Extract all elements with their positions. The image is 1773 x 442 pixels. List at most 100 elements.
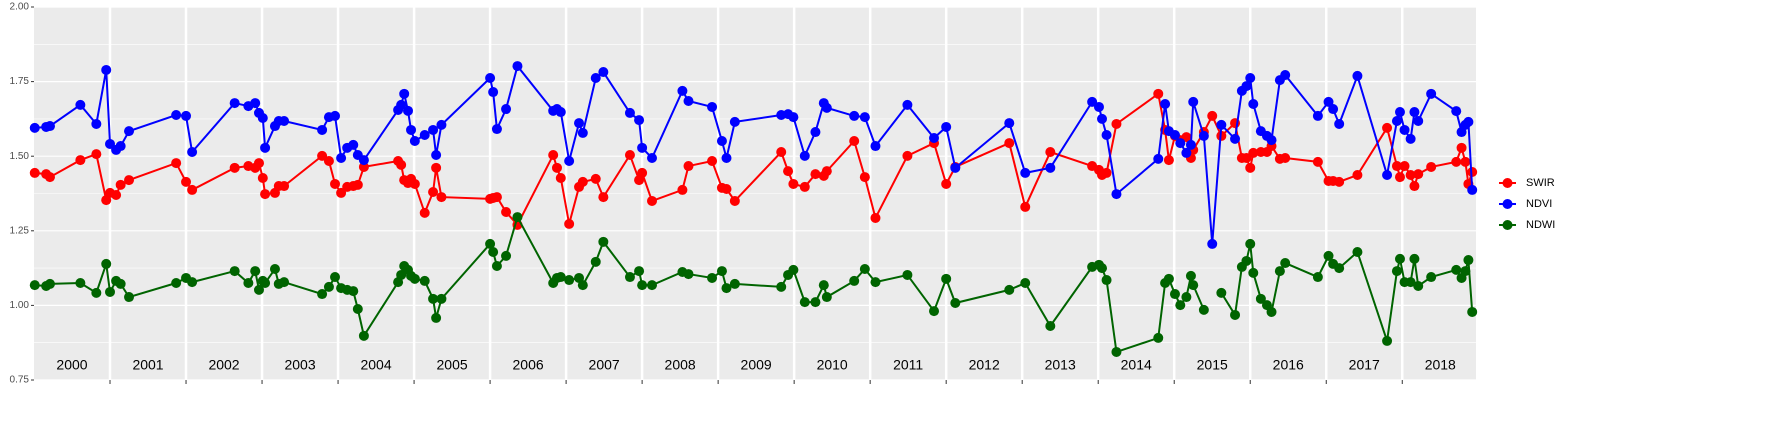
year-label: 2003 bbox=[284, 357, 315, 373]
data-point bbox=[1409, 107, 1420, 118]
data-point bbox=[821, 292, 832, 303]
data-point bbox=[352, 303, 363, 314]
data-point bbox=[729, 278, 740, 289]
data-point bbox=[577, 176, 588, 187]
data-point bbox=[1020, 278, 1031, 289]
year-label: 2013 bbox=[1045, 357, 1076, 373]
data-point bbox=[637, 167, 648, 178]
data-point bbox=[181, 176, 192, 187]
data-point bbox=[115, 278, 126, 289]
data-point bbox=[564, 155, 575, 166]
data-point bbox=[683, 95, 694, 106]
data-point bbox=[1216, 287, 1227, 298]
data-point bbox=[799, 297, 810, 308]
data-point bbox=[1181, 147, 1192, 158]
y-tick-label: 1.25 bbox=[10, 225, 30, 236]
data-point bbox=[1188, 280, 1199, 291]
y-tick-label: 1.00 bbox=[10, 300, 30, 311]
data-point bbox=[677, 184, 688, 195]
data-point bbox=[721, 184, 732, 195]
data-point bbox=[1451, 106, 1462, 117]
legend-key-point bbox=[1502, 220, 1513, 230]
data-point bbox=[254, 158, 265, 169]
data-point bbox=[548, 150, 559, 161]
data-point bbox=[624, 272, 635, 283]
legend-key-point bbox=[1502, 178, 1513, 188]
data-point bbox=[1207, 238, 1218, 249]
data-point bbox=[818, 280, 829, 291]
data-point bbox=[44, 278, 55, 289]
data-point bbox=[1169, 130, 1180, 141]
data-point bbox=[1241, 152, 1252, 163]
legend-key-point bbox=[1502, 199, 1513, 209]
data-point bbox=[171, 110, 182, 121]
data-point bbox=[485, 73, 496, 84]
data-point bbox=[1323, 96, 1334, 107]
data-point bbox=[1153, 153, 1164, 164]
data-point bbox=[1216, 119, 1227, 130]
data-point bbox=[788, 178, 799, 189]
data-point bbox=[1101, 167, 1112, 178]
data-point bbox=[1020, 201, 1031, 212]
data-point bbox=[1198, 304, 1209, 315]
data-point bbox=[683, 269, 694, 280]
data-point bbox=[1160, 98, 1171, 109]
data-point bbox=[402, 105, 413, 116]
data-point bbox=[647, 195, 657, 206]
data-point bbox=[1248, 98, 1259, 109]
data-point bbox=[428, 293, 439, 304]
data-point bbox=[229, 162, 240, 173]
data-point bbox=[317, 124, 328, 135]
data-point bbox=[330, 178, 341, 189]
data-point bbox=[1463, 255, 1474, 266]
data-point bbox=[849, 110, 860, 121]
data-point bbox=[1280, 258, 1291, 269]
data-point bbox=[1394, 107, 1405, 118]
data-point bbox=[1426, 88, 1437, 99]
data-point bbox=[1352, 169, 1363, 180]
data-point bbox=[647, 280, 657, 291]
data-point bbox=[564, 218, 575, 229]
data-point bbox=[1241, 81, 1252, 92]
data-point bbox=[1241, 255, 1252, 266]
data-point bbox=[428, 124, 439, 135]
data-point bbox=[716, 135, 727, 146]
data-point bbox=[1188, 96, 1199, 107]
data-point bbox=[101, 64, 112, 75]
data-point bbox=[1101, 130, 1112, 141]
data-point bbox=[124, 126, 135, 137]
data-point bbox=[721, 152, 732, 163]
data-point bbox=[1382, 169, 1393, 180]
data-point bbox=[810, 297, 821, 308]
data-point bbox=[75, 278, 86, 289]
data-point bbox=[91, 149, 102, 160]
data-point bbox=[1394, 172, 1405, 183]
data-point bbox=[1230, 133, 1241, 144]
data-point bbox=[1004, 284, 1015, 295]
data-point bbox=[348, 286, 359, 297]
data-point bbox=[590, 73, 601, 84]
data-point bbox=[647, 152, 657, 163]
data-point bbox=[941, 121, 952, 132]
data-point bbox=[1399, 161, 1410, 172]
data-point bbox=[111, 189, 122, 200]
data-point bbox=[637, 280, 648, 291]
data-point bbox=[707, 155, 718, 166]
data-point bbox=[269, 263, 280, 274]
data-point bbox=[428, 187, 439, 198]
data-point bbox=[512, 61, 523, 72]
data-point bbox=[1334, 263, 1345, 274]
data-point bbox=[637, 142, 648, 153]
data-point bbox=[431, 162, 442, 173]
data-point bbox=[598, 236, 609, 247]
data-point bbox=[399, 88, 410, 99]
data-point bbox=[91, 287, 102, 298]
y-tick-label: 2.00 bbox=[10, 2, 30, 13]
year-label: 2015 bbox=[1197, 357, 1228, 373]
data-point bbox=[254, 284, 265, 295]
data-point bbox=[1248, 267, 1259, 278]
data-point bbox=[250, 266, 261, 277]
data-point bbox=[1175, 138, 1186, 149]
data-point bbox=[1087, 96, 1098, 107]
